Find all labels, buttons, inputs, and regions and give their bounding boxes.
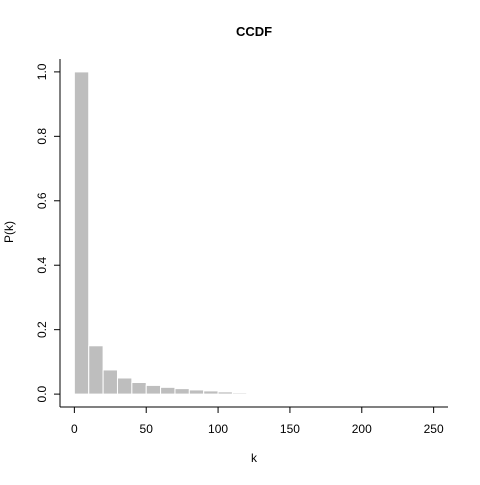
y-tick-label-3: 0.6 — [35, 192, 49, 209]
x-axis-label: k — [251, 451, 258, 465]
x-tick-label-3: 150 — [280, 422, 300, 436]
bar-11 — [231, 392, 248, 395]
y-axis-label: P(k) — [2, 221, 16, 243]
bar-2 — [102, 369, 118, 395]
y-tick-label-0: 0.0 — [35, 385, 49, 402]
bar-5 — [145, 384, 162, 395]
bar-6 — [160, 386, 176, 395]
x-tick-label-0: 0 — [71, 422, 78, 436]
x-tick-label-2: 100 — [208, 422, 228, 436]
chart-title: CCDF — [236, 24, 272, 39]
y-axis: 0.0 0.2 0.4 0.6 0.8 1.0 — [35, 59, 61, 407]
bar-4 — [131, 382, 147, 395]
y-tick-label-2: 0.4 — [35, 257, 49, 274]
y-tick-label-1: 0.2 — [35, 321, 49, 338]
bar-group — [73, 71, 262, 395]
x-tick-label-5: 250 — [424, 422, 444, 436]
bar-10 — [217, 391, 233, 395]
x-axis: 0 50 100 150 200 250 — [60, 406, 448, 436]
x-tick-label-1: 50 — [140, 422, 154, 436]
bar-9 — [203, 390, 219, 395]
bar-12 — [246, 392, 262, 395]
bar-7 — [174, 388, 190, 395]
x-tick-label-4: 200 — [352, 422, 372, 436]
y-tick-label-5: 1.0 — [35, 63, 49, 80]
bar-0 — [73, 71, 90, 395]
bar-1 — [88, 345, 104, 395]
bar-3 — [116, 377, 133, 395]
bar-8 — [188, 389, 205, 395]
y-tick-label-4: 0.8 — [35, 128, 49, 145]
